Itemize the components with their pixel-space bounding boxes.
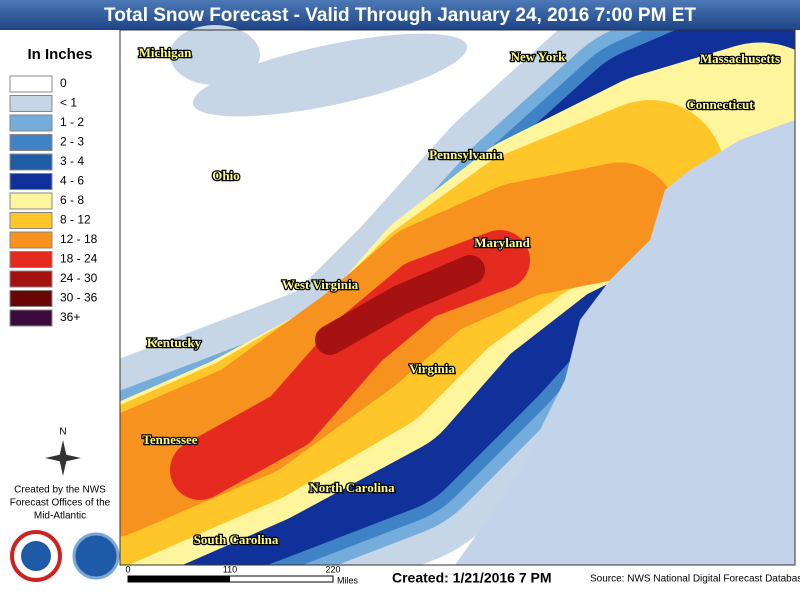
lake bbox=[170, 25, 260, 85]
legend-label: 1 - 2 bbox=[60, 115, 84, 129]
legend-label: 18 - 24 bbox=[60, 252, 98, 266]
legend-swatch bbox=[9, 270, 53, 288]
legend-label: 4 - 6 bbox=[60, 174, 84, 188]
legend-swatch bbox=[9, 251, 53, 268]
lake-erie bbox=[192, 33, 468, 117]
source: Source: NWS National Digital Forecast Da… bbox=[590, 574, 800, 585]
state-label: Massachusetts bbox=[700, 51, 780, 66]
ocean bbox=[455, 120, 795, 565]
legend-swatch bbox=[9, 212, 53, 229]
legend-swatch bbox=[9, 134, 53, 151]
legend-swatch bbox=[9, 231, 53, 249]
state-label: Michigan bbox=[139, 45, 192, 60]
state-label: West Virginia bbox=[282, 277, 359, 292]
title-bar bbox=[0, 0, 800, 30]
state-label: Maryland bbox=[474, 235, 530, 250]
legend-label: 24 - 30 bbox=[60, 271, 98, 285]
state-label: South Carolina bbox=[194, 532, 279, 547]
legend-swatch bbox=[9, 75, 53, 93]
title: Total Snow Forecast - Valid Through Janu… bbox=[104, 5, 696, 26]
scale-label: 110 bbox=[223, 564, 237, 574]
legend-swatch bbox=[9, 290, 53, 307]
state-label: Connecticut bbox=[686, 97, 754, 112]
scale-bar: 0 110 220 Miles bbox=[125, 564, 358, 585]
scale-unit: Miles bbox=[337, 575, 359, 585]
scale-label: 220 bbox=[325, 564, 340, 574]
legend-swatch bbox=[9, 95, 53, 112]
credit: Created by the NWS bbox=[14, 485, 106, 496]
credit: Forecast Offices of the bbox=[10, 498, 111, 509]
state-label: Ohio bbox=[212, 168, 239, 183]
scale-label: 0 bbox=[125, 564, 130, 574]
state-label: North Carolina bbox=[309, 480, 395, 495]
state-label: Pennsylvania bbox=[429, 147, 503, 162]
compass: N bbox=[45, 427, 81, 476]
legend-swatch bbox=[9, 153, 53, 171]
legend-label: 36+ bbox=[60, 310, 80, 324]
legend-label: 8 - 12 bbox=[60, 213, 91, 227]
legend-label: 0 bbox=[60, 76, 67, 90]
compass-label: N bbox=[59, 427, 66, 438]
legend-swatch bbox=[9, 309, 53, 327]
state-label: Virginia bbox=[409, 361, 455, 376]
legend-title: In Inches bbox=[27, 46, 92, 63]
state-label: Kentucky bbox=[147, 335, 202, 350]
legend-swatch bbox=[9, 192, 53, 210]
logos bbox=[10, 530, 120, 582]
legend-label: 3 - 4 bbox=[60, 154, 84, 168]
legend-label: 12 - 18 bbox=[60, 232, 98, 246]
state-label: New York bbox=[511, 49, 567, 64]
legend-swatch bbox=[9, 114, 53, 132]
legend-label: 30 - 36 bbox=[60, 291, 98, 305]
legend-label: 2 - 3 bbox=[60, 135, 84, 149]
legend-swatch bbox=[9, 173, 53, 190]
legend-label: < 1 bbox=[60, 96, 77, 110]
state-label: Tennessee bbox=[142, 432, 197, 447]
legend-label: 6 - 8 bbox=[60, 193, 84, 207]
map-area: Michigan New York Massachusetts Connecti… bbox=[119, 25, 796, 566]
created: Created: 1/21/2016 7 PM bbox=[392, 570, 552, 586]
legend: In Inches 0 < 1 1 - 2 2 - 3 3 - 4 4 - 6 6 - 8 8… bbox=[9, 46, 98, 327]
credit: Mid-Atlantic bbox=[34, 511, 86, 522]
